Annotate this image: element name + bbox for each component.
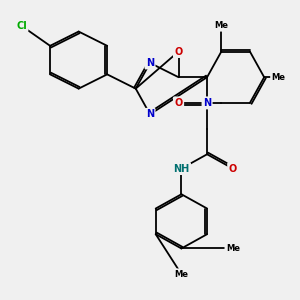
Text: NH: NH [173,164,190,174]
Text: Me: Me [272,73,285,82]
Text: O: O [174,98,183,108]
Text: N: N [146,109,154,119]
Text: Me: Me [174,270,188,279]
Text: O: O [229,164,237,174]
Text: N: N [146,58,154,68]
Text: O: O [174,46,183,56]
Text: Me: Me [214,21,228,30]
Text: N: N [203,98,211,108]
Text: Cl: Cl [16,21,27,31]
Text: Me: Me [226,244,240,253]
